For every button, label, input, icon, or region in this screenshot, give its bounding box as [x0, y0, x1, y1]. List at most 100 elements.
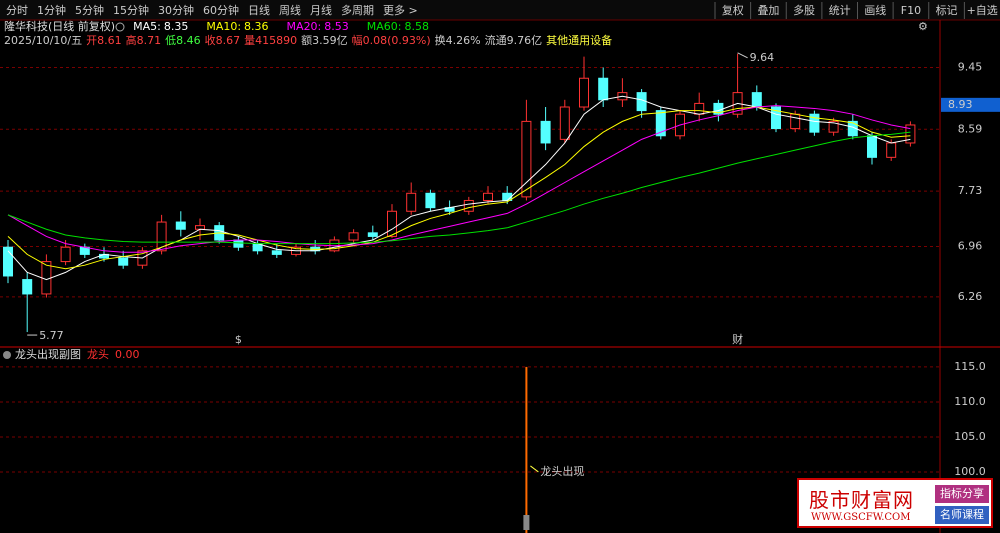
settings-icon[interactable]: ⚙ [918, 20, 928, 33]
info-item: 换4.26% [435, 33, 481, 47]
candle-body [41, 261, 52, 295]
candle-body [463, 199, 474, 212]
y-tick-label: 8.59 [958, 122, 983, 135]
candle-body [809, 113, 820, 133]
signal-bar [525, 366, 528, 533]
toolbar-tab[interactable]: 日线 [248, 3, 270, 17]
candle-body [886, 142, 897, 158]
sub-current: 0.00 [115, 348, 140, 361]
candle-body [828, 120, 839, 133]
info-item: 幅0.08(0.93%) [352, 34, 431, 47]
candle-body [867, 135, 877, 158]
toolbar-button[interactable]: 多股 [793, 3, 815, 17]
toolbar-tab[interactable]: 多周期 [341, 3, 374, 17]
info-item: 流通9.76亿 [485, 33, 543, 47]
ma-line [7, 106, 911, 270]
toolbar-tab[interactable]: 1分钟 [37, 3, 66, 17]
watermark-title: 股市财富网 [809, 488, 914, 512]
info-item: 其他通用设备 [546, 33, 612, 47]
sub-header: 龙头出现副图 龙头 0.00 [15, 347, 140, 361]
info-item: 高8.71 [126, 33, 162, 47]
candle-body [521, 120, 532, 198]
toolbar-button[interactable]: 统计 [829, 4, 851, 17]
candle-body [406, 192, 417, 212]
legend-name: MA5: [133, 20, 161, 33]
event-marker: 财 [732, 332, 743, 346]
y-tick-label: 6.96 [958, 239, 983, 252]
candle-body [847, 120, 858, 137]
toolbar-tab[interactable]: 月线 [310, 3, 332, 17]
legend-value: 8.53 [324, 20, 349, 33]
candle-body [771, 106, 781, 130]
legend-icon [115, 22, 125, 32]
toolbar-button[interactable]: 复权 [722, 3, 744, 17]
toolbar-tab[interactable]: 周线 [279, 3, 301, 17]
toolbar-bg [0, 0, 1000, 20]
ma-line [7, 95, 911, 281]
toolbar-button[interactable]: 画线 [864, 3, 886, 17]
candle-body [60, 246, 71, 263]
chart-title: 隆华科技(日线 前复权) [4, 19, 115, 33]
min-label: 5.77 [39, 329, 64, 342]
candle-body [905, 124, 916, 144]
candle-body [3, 246, 13, 277]
candle-body [751, 92, 762, 108]
candle-body [367, 232, 378, 237]
y-tick-label: 100.0 [954, 465, 986, 478]
candle-body [387, 210, 397, 237]
info-line: 2025/10/10/五 开8.61 高8.71 低8.46 收8.67 量415890 额… [4, 33, 612, 47]
signal-base [523, 515, 530, 530]
watermark-tag: 名师课程 [935, 506, 989, 524]
toolbar-tab[interactable]: 60分钟 [203, 3, 239, 17]
toolbar-tab[interactable]: 15分钟 [113, 3, 149, 17]
max-label: 9.64 [750, 51, 775, 64]
toolbar-tab[interactable]: 分时 [6, 4, 28, 17]
signal-annotation: 龙头出现 [540, 464, 584, 478]
toolbar-button[interactable]: +自选 [967, 4, 998, 17]
candle-body [425, 192, 436, 209]
watermark-url: WWW.GSCFW.COM [811, 512, 911, 523]
candle-body [156, 221, 167, 252]
price-marker: 8.93 [948, 98, 973, 111]
price-marker-bg [941, 97, 1000, 112]
candle-body [175, 221, 186, 230]
signal-arrow [530, 465, 539, 473]
ma-line [7, 105, 911, 253]
toolbar-button[interactable]: 叠加 [757, 4, 779, 17]
ma-line [7, 131, 911, 245]
toolbar-button[interactable]: 标记 [936, 3, 958, 17]
info-item: 低8.46 [165, 34, 201, 47]
sub-title: 龙头出现副图 [15, 347, 81, 361]
candle-body [195, 225, 205, 230]
candle-body [233, 239, 244, 248]
info-item: 量415890 [244, 34, 297, 47]
info-item: 开8.61 [86, 34, 122, 47]
sub-icon [3, 351, 11, 359]
candle-body [790, 113, 801, 130]
toolbar-button[interactable]: F10 [901, 4, 921, 17]
candle-body [540, 120, 551, 144]
candle-body [22, 279, 33, 295]
event-marker: $ [235, 333, 242, 346]
candle-body [655, 110, 666, 137]
info-item: 2025/10/10/五 [4, 34, 82, 47]
y-tick-label: 6.26 [958, 290, 983, 303]
candle-body [348, 232, 359, 241]
legend-value: 8.35 [164, 20, 189, 33]
max-arrow [737, 52, 748, 59]
y-tick-label: 7.73 [958, 184, 983, 197]
legend-name: MA60: [367, 20, 402, 33]
legend-name: MA20: [287, 20, 322, 33]
toolbar-tab[interactable]: 5分钟 [75, 3, 104, 17]
info-item: 收8.67 [205, 33, 241, 47]
toolbar-tab[interactable]: 30分钟 [158, 3, 194, 17]
candle-body [598, 77, 609, 101]
candle-body [271, 250, 282, 255]
chart-header: 隆华科技(日线 前复权) MA5: 8.35 MA10: 8.36 MA20: 8.53 MA… [4, 19, 429, 33]
legend-name: MA10: [206, 20, 241, 33]
sub-series-name: 龙头 [87, 348, 109, 361]
watermark-tag: 指标分享 [935, 485, 989, 503]
info-item: 额3.59亿 [301, 34, 348, 47]
toolbar-tab[interactable]: 更多 > [383, 3, 418, 17]
